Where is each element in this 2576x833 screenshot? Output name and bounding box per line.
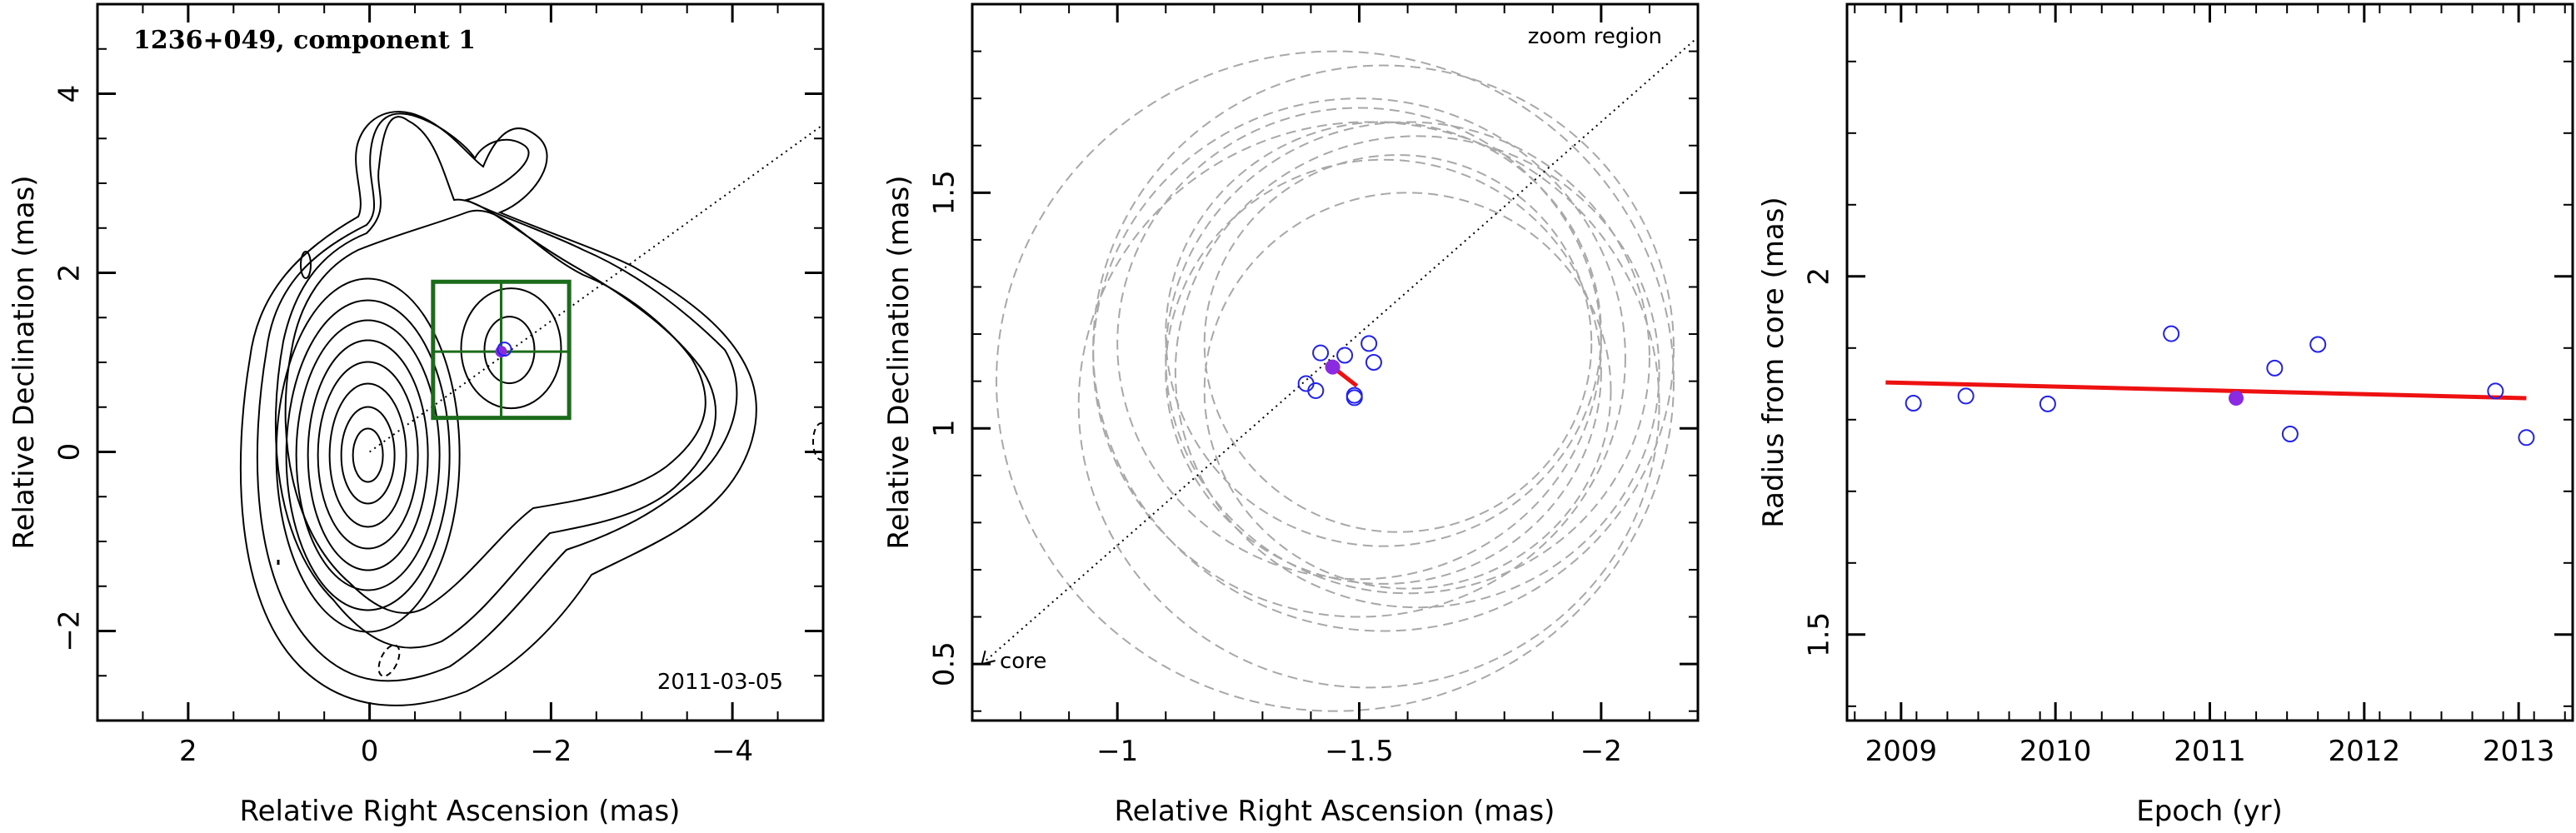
contour-line	[340, 406, 396, 505]
position-point	[1307, 382, 1325, 399]
panel-3-ticks: 2009 2010 2011 2012 2013 1.5 2	[1803, 4, 2573, 768]
direction-to-core-line	[981, 36, 1698, 665]
radius-point	[2039, 395, 2056, 412]
panel-2-x-tick-label: −2	[1580, 735, 1622, 768]
panel-1-x-tick-label: 2	[179, 735, 197, 768]
panel-3-y-tick-label: 2	[1803, 267, 1836, 286]
panel-1-x-tick-label: 0	[361, 735, 379, 768]
panel-2-plot	[981, 36, 1698, 712]
radius-point	[2266, 359, 2284, 377]
radius-point	[2518, 429, 2535, 446]
position-uncertainty-ellipse	[1092, 64, 1675, 632]
panel-1-y-tick-label: 0	[53, 443, 87, 461]
position-uncertainty-ellipse	[1165, 158, 1602, 585]
contour-island	[300, 251, 312, 279]
panel-3-y-axis-label: Radius from core (mas)	[1757, 197, 1790, 527]
core-arrow-head	[981, 650, 996, 666]
panel-1-y-axis-label: Relative Declination (mas)	[7, 175, 41, 549]
panel-1-contour-map: 2 0 −2 −4 −2 0 2 4 1236+049, component 1 2011-0…	[7, 2, 825, 828]
panel-3-radius-vs-epoch: 2009 2010 2011 2012 2013 1.5 2 Epoch (yr) Radi…	[1757, 2, 2574, 828]
radius-point	[1957, 387, 1974, 405]
panel-3-x-tick-label: 2013	[2483, 735, 2555, 768]
contour-line	[295, 319, 441, 591]
contour-line	[285, 299, 451, 611]
radius-point	[2281, 426, 2299, 442]
panel-2-y-tick-label: 1	[928, 419, 961, 437]
panel-1-contours	[239, 111, 823, 706]
radius-point	[2309, 336, 2327, 353]
panel-2-ticks: −1 −1.5 −2 0.5 1 1.5	[928, 3, 1699, 768]
position-point	[1336, 347, 1354, 364]
position-uncertainty-ellipse	[996, 50, 1675, 712]
panel-1-y-tick-label: 4	[53, 85, 87, 103]
negative-contour	[377, 644, 401, 677]
reference-epoch-point	[1325, 359, 1340, 375]
panel-2-y-axis-label: Relative Declination (mas)	[882, 175, 916, 549]
panel-1-y-tick-label: 2	[53, 264, 87, 282]
panel-1-x-tick-label: −4	[711, 735, 753, 768]
linear-fit-line	[1885, 380, 2527, 401]
contour-line	[239, 111, 757, 706]
radius-point	[2163, 325, 2180, 342]
panel-1-frame	[96, 2, 825, 722]
panel-1-x-tick-label: −2	[530, 735, 572, 768]
panel-1-ticks: 2 0 −2 −4 −2 0 2 4	[53, 3, 824, 768]
panel-2-y-tick-label: 1.5	[928, 170, 961, 215]
component-contour	[460, 287, 562, 410]
negative-contour-edge	[812, 422, 823, 461]
panel-3-plot	[1885, 325, 2535, 446]
panel-2-x-tick-label: −1.5	[1325, 735, 1394, 768]
position-point	[1312, 344, 1330, 362]
contour-line	[307, 339, 429, 571]
position-uncertainty-ellipse	[1077, 121, 1660, 689]
component-contour	[483, 316, 536, 385]
panel-3-x-axis-label: Epoch (yr)	[2136, 795, 2283, 828]
position-point	[1360, 335, 1378, 352]
radius-point	[2487, 382, 2504, 400]
panel-3-x-tick-label: 2009	[1865, 735, 1938, 768]
panel-3-x-tick-label: 2010	[2019, 735, 2092, 768]
contour-line	[317, 361, 419, 550]
panel-3-x-tick-label: 2012	[2329, 735, 2401, 768]
component-circle	[497, 342, 512, 357]
position-uncertainty-ellipse	[1116, 107, 1602, 581]
radius-point	[1905, 395, 1922, 412]
contour-line	[256, 112, 738, 682]
contour-line	[274, 116, 717, 649]
contour-line	[328, 382, 407, 528]
reference-epoch-point	[2229, 391, 2244, 406]
panel-2-x-tick-label: −1	[1096, 735, 1138, 768]
panel-2-zoom-region-label: zoom region	[1528, 24, 1662, 49]
panel-2-core-label: core	[1000, 649, 1046, 674]
panel-1-y-tick-label: −2	[53, 610, 87, 651]
jet-direction-line	[369, 123, 823, 453]
panel-1-title: 1236+049, component 1	[133, 26, 476, 55]
panel-3-frame	[1845, 2, 2574, 722]
panel-2-x-axis-label: Relative Right Ascension (mas)	[1115, 795, 1555, 828]
panel-3-x-tick-label: 2011	[2174, 735, 2246, 768]
position-point	[1345, 387, 1363, 404]
position-uncertainty-ellipse	[1203, 192, 1612, 590]
position-point	[1365, 354, 1382, 371]
position-uncertainty-ellipse	[1092, 97, 1626, 618]
panel-2-y-tick-label: 0.5	[928, 641, 961, 686]
position-uncertainty-ellipse	[1165, 121, 1602, 547]
position-uncertainty-ellipse	[1165, 121, 1650, 595]
contour-line	[352, 427, 384, 483]
panel-2-frame	[971, 2, 1700, 722]
position-uncertainty-ellipse	[1174, 135, 1660, 609]
contour-line	[284, 209, 706, 614]
position-uncertainty-ellipse	[1203, 154, 1593, 533]
panel-1-x-axis-label: Relative Right Ascension (mas)	[240, 795, 681, 828]
panel-3-y-tick-label: 1.5	[1803, 612, 1836, 657]
panel-1-epoch-label: 2011-03-05	[657, 670, 783, 695]
position-point	[1297, 375, 1315, 392]
panel-2-zoom-region: −1 −1.5 −2 0.5 1 1.5 zoom region core Relativ…	[882, 2, 1700, 828]
